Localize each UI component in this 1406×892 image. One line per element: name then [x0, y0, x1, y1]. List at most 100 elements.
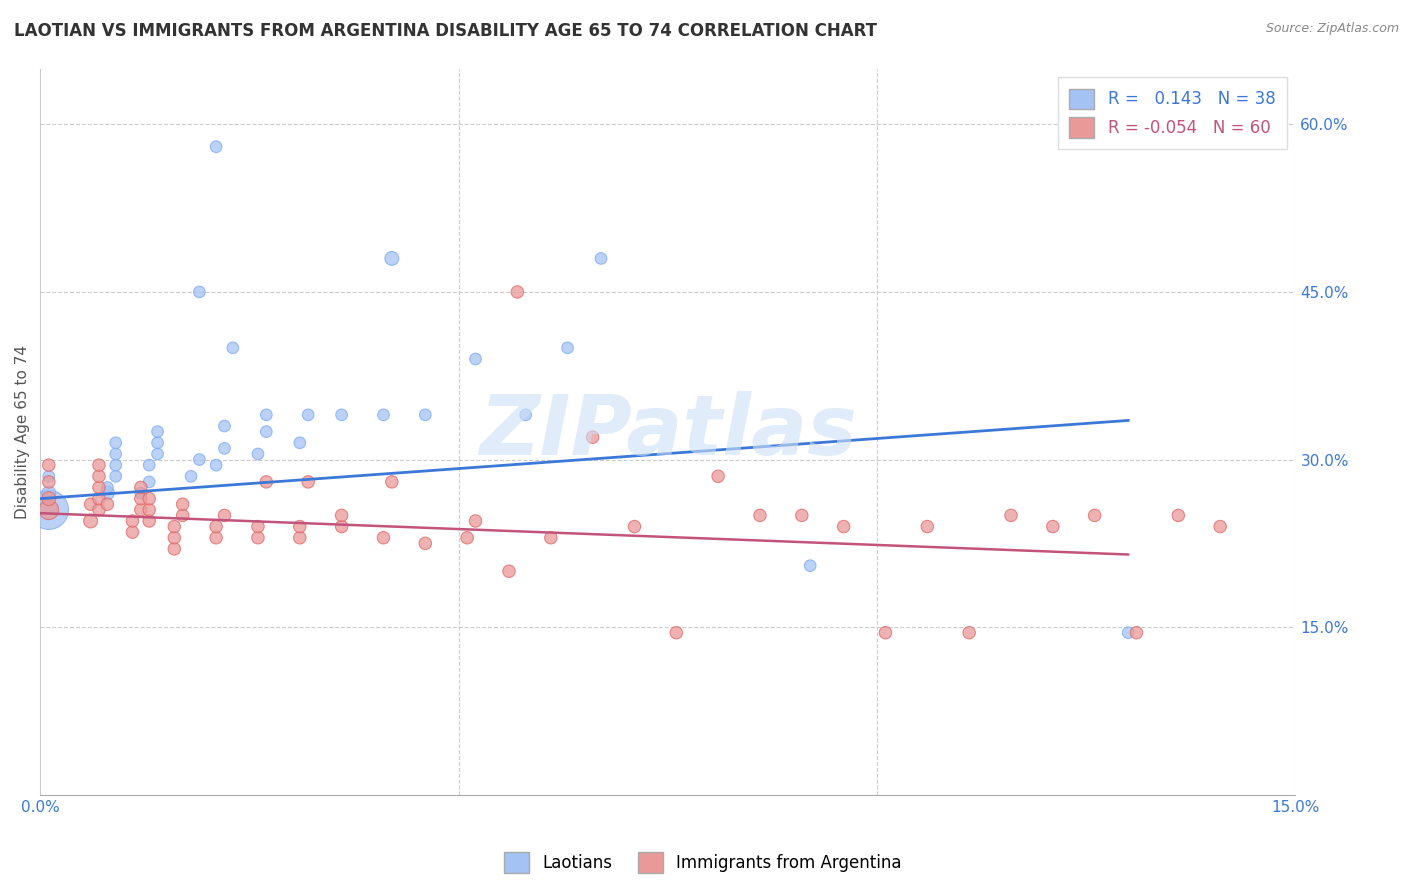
Point: [172, 497, 194, 511]
Point: [214, 419, 236, 434]
Text: LAOTIAN VS IMMIGRANTS FROM ARGENTINA DISABILITY AGE 65 TO 74 CORRELATION CHART: LAOTIAN VS IMMIGRANTS FROM ARGENTINA DIS…: [14, 22, 877, 40]
Point: [163, 541, 186, 556]
Point: [1209, 519, 1232, 533]
Point: [456, 531, 478, 545]
Point: [180, 469, 202, 483]
Point: [1084, 508, 1107, 523]
Point: [146, 425, 169, 439]
Point: [138, 491, 160, 506]
Point: [138, 514, 160, 528]
Point: [246, 519, 269, 533]
Point: [87, 491, 110, 506]
Point: [498, 564, 520, 578]
Point: [330, 508, 353, 523]
Point: [38, 458, 60, 472]
Point: [557, 341, 579, 355]
Point: [790, 508, 813, 523]
Point: [96, 497, 118, 511]
Point: [96, 480, 118, 494]
Point: [515, 408, 537, 422]
Point: [121, 514, 143, 528]
Point: [38, 503, 60, 517]
Y-axis label: Disability Age 65 to 74: Disability Age 65 to 74: [15, 344, 30, 518]
Point: [1116, 625, 1139, 640]
Point: [87, 480, 110, 494]
Point: [254, 425, 277, 439]
Point: [917, 519, 939, 533]
Point: [288, 519, 311, 533]
Point: [87, 469, 110, 483]
Text: Source: ZipAtlas.com: Source: ZipAtlas.com: [1265, 22, 1399, 36]
Point: [1125, 625, 1147, 640]
Point: [205, 531, 228, 545]
Point: [749, 508, 772, 523]
Point: [707, 469, 730, 483]
Point: [1042, 519, 1064, 533]
Text: ZIPatlas: ZIPatlas: [479, 391, 856, 472]
Point: [623, 519, 645, 533]
Point: [1167, 508, 1189, 523]
Point: [297, 408, 319, 422]
Point: [330, 519, 353, 533]
Point: [373, 408, 395, 422]
Point: [129, 480, 152, 494]
Point: [799, 558, 821, 573]
Point: [104, 435, 127, 450]
Point: [146, 435, 169, 450]
Point: [205, 139, 228, 153]
Point: [413, 408, 436, 422]
Point: [121, 525, 143, 540]
Point: [87, 458, 110, 472]
Point: [79, 497, 101, 511]
Point: [875, 625, 897, 640]
Point: [163, 531, 186, 545]
Point: [214, 508, 236, 523]
Point: [330, 408, 353, 422]
Point: [506, 285, 529, 299]
Point: [288, 531, 311, 545]
Point: [222, 341, 245, 355]
Point: [957, 625, 980, 640]
Point: [146, 447, 169, 461]
Point: [413, 536, 436, 550]
Point: [381, 252, 404, 266]
Point: [104, 458, 127, 472]
Point: [665, 625, 688, 640]
Point: [104, 447, 127, 461]
Point: [254, 408, 277, 422]
Point: [214, 442, 236, 456]
Point: [188, 452, 211, 467]
Point: [79, 514, 101, 528]
Point: [129, 491, 152, 506]
Point: [172, 508, 194, 523]
Point: [288, 435, 311, 450]
Point: [138, 503, 160, 517]
Point: [246, 447, 269, 461]
Point: [205, 458, 228, 472]
Legend: R =   0.143   N = 38, R = -0.054   N = 60: R = 0.143 N = 38, R = -0.054 N = 60: [1057, 77, 1286, 149]
Point: [254, 475, 277, 489]
Point: [104, 469, 127, 483]
Point: [38, 475, 60, 489]
Point: [297, 475, 319, 489]
Point: [188, 285, 211, 299]
Point: [129, 503, 152, 517]
Point: [138, 475, 160, 489]
Point: [163, 519, 186, 533]
Point: [138, 458, 160, 472]
Point: [129, 486, 152, 500]
Point: [464, 351, 486, 366]
Legend: Laotians, Immigrants from Argentina: Laotians, Immigrants from Argentina: [498, 846, 908, 880]
Point: [381, 475, 404, 489]
Point: [246, 531, 269, 545]
Point: [87, 503, 110, 517]
Point: [464, 514, 486, 528]
Point: [38, 469, 60, 483]
Point: [589, 252, 612, 266]
Point: [832, 519, 855, 533]
Point: [1000, 508, 1022, 523]
Point: [582, 430, 605, 444]
Point: [38, 486, 60, 500]
Point: [205, 519, 228, 533]
Point: [38, 491, 60, 506]
